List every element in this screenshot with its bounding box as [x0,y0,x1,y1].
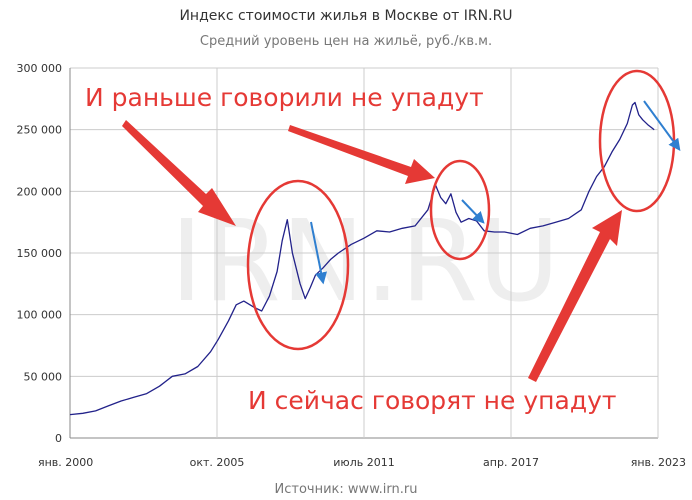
chart-subtitle: Средний уровень цен на жильё, руб./кв.м. [200,34,492,49]
y-tick-label: 300 000 [17,62,63,75]
trend-arrow-2022 [643,100,681,151]
y-tick-label: 100 000 [17,309,63,322]
series-line [69,101,655,416]
highlight-ellipse-2008 [246,179,350,351]
annotation-top: И раньше говорили не упадут [85,83,484,112]
y-tick-label: 0 [55,432,62,445]
y-tick-label: 200 000 [17,185,63,198]
trend-arrow-2008 [310,221,328,285]
red-arrow-middle [288,125,435,184]
x-axis: янв. 2000 окт. 2005 июль 2011 апр. 2017 янв.… [38,456,686,469]
y-axis: 0 50 000 100 000 150 000 200 000 250 000 300 0… [17,62,63,445]
y-tick-label: 50 000 [24,370,63,383]
highlight-ellipse-2014 [429,159,491,261]
red-arrow-left [122,120,236,226]
x-tick-label: окт. 2005 [190,456,245,469]
trend-arrow-2014 [461,199,485,224]
annotation-bottom: И сейчас говорят не упадут [248,386,616,415]
x-tick-label: янв. 2023 [631,456,686,469]
source-label: Источник: www.irn.ru [275,482,418,497]
highlight-ellipse-2022 [598,69,676,213]
x-tick-label: апр. 2017 [483,456,539,469]
y-tick-label: 150 000 [17,247,63,260]
x-tick-label: янв. 2000 [38,456,93,469]
red-arrow-right [528,210,622,382]
watermark: IRN.RU [170,197,560,327]
grid [69,67,659,439]
x-tick-label: июль 2011 [333,456,394,469]
chart-title: Индекс стоимости жилья в Москве от IRN.R… [179,8,512,24]
y-tick-label: 250 000 [17,124,63,137]
